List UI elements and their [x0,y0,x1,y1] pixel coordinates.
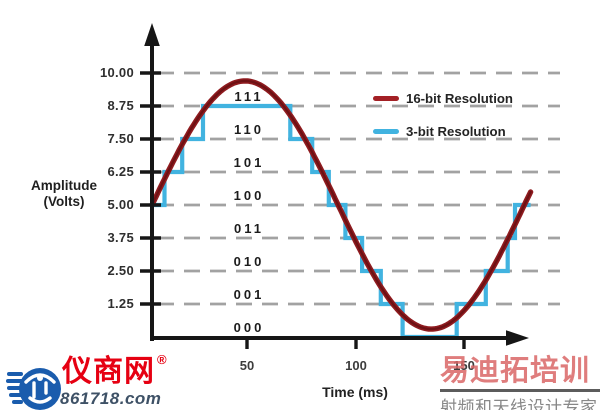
x-axis-title: Time (ms) [322,384,388,400]
watermark-underline [440,389,600,392]
legend: 16-bit Resolution 3-bit Resolution [373,82,513,148]
legend-line-16bit-icon [373,96,399,101]
legend-item-3bit: 3-bit Resolution [373,115,513,148]
y-axis-title-line2: (Volts) [43,194,85,209]
watermark-brand-text: 仪商网 [62,355,155,388]
watermark-training-title: 易迪拓培训 [440,355,591,387]
watermark-training-subtitle: 射频和天线设计专家 [440,398,598,410]
series-curves [149,78,534,340]
legend-line-3bit-icon [373,129,399,134]
legend-item-16bit: 16-bit Resolution [373,82,513,115]
legend-label-3bit: 3-bit Resolution [406,124,506,139]
y-axis-arrow-icon [144,23,160,46]
x-axis-arrow-icon [506,330,529,346]
watermark-domain-text: 861718.com [60,389,162,408]
yishang-logo-icon [6,368,61,410]
axes [144,23,529,346]
y-axis-title: Amplitude (Volts) [16,178,112,210]
registered-trademark-icon: ® [157,352,167,367]
watermark-training: 易迪拓培训 射频和天线设计专家 [440,355,600,410]
y-axis-title-line1: Amplitude [31,178,97,193]
watermark-yishang: 仪商网 ® 861718.com [6,352,196,410]
tick-marks [140,71,466,349]
sine-16bit-curve-core [150,79,532,331]
legend-label-16bit: 16-bit Resolution [406,91,513,106]
